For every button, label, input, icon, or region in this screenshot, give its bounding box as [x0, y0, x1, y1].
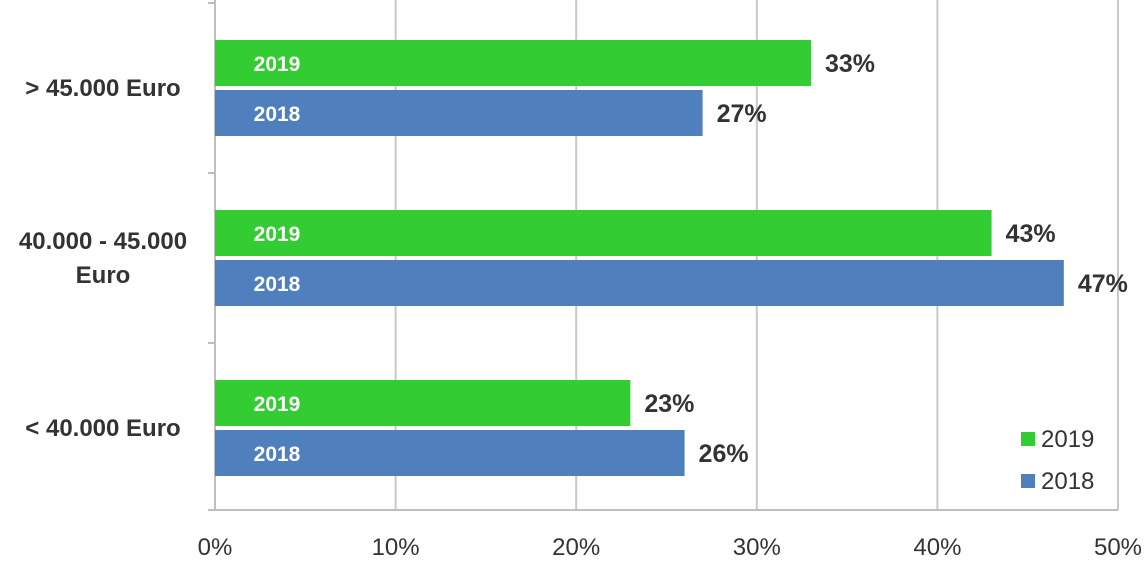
x-tick-label: 20%	[552, 534, 600, 561]
bar-series-label: 2019	[254, 53, 301, 76]
bar-2018-1	[215, 260, 1064, 306]
data-label: 26%	[699, 440, 749, 468]
bar-series-label: 2019	[254, 393, 301, 416]
data-label: 47%	[1078, 270, 1128, 298]
data-label: 23%	[644, 390, 694, 418]
labels: 0% 10% 20% 30% 40% 50% > 45.000 Euro 40.000 - 4…	[19, 50, 1142, 561]
legend-label: 2019	[1041, 426, 1094, 453]
bar-series-label: 2018	[254, 273, 301, 296]
category-label: Euro	[76, 262, 131, 289]
bar-series-label: 2018	[254, 103, 301, 126]
legend-swatch-2018	[1021, 474, 1035, 488]
bar-2019-0	[215, 40, 811, 86]
bar-2019-1	[215, 210, 992, 256]
category-label: > 45.000 Euro	[25, 75, 180, 102]
x-tick-label: 30%	[733, 534, 781, 561]
bar-series-label: 2018	[254, 443, 301, 466]
data-label: 33%	[825, 50, 875, 78]
bar-2019-2	[215, 380, 631, 426]
data-label: 27%	[717, 100, 767, 128]
bar-2018-2	[215, 430, 685, 476]
x-tick-label: 10%	[372, 534, 420, 561]
category-label: < 40.000 Euro	[25, 415, 180, 442]
legend-swatch-2019	[1021, 432, 1035, 446]
x-tick-label: 0%	[198, 534, 233, 561]
legend-label: 2018	[1041, 468, 1094, 495]
x-tick-label: 50%	[1094, 534, 1142, 561]
bar-series-label: 2019	[254, 223, 301, 246]
bar-2018-0	[215, 90, 703, 136]
x-tick-label: 40%	[913, 534, 961, 561]
category-label: 40.000 - 45.000	[19, 228, 187, 255]
data-label: 43%	[1006, 220, 1056, 248]
bars	[215, 40, 1064, 476]
legend: 2019 2018	[1021, 426, 1094, 495]
